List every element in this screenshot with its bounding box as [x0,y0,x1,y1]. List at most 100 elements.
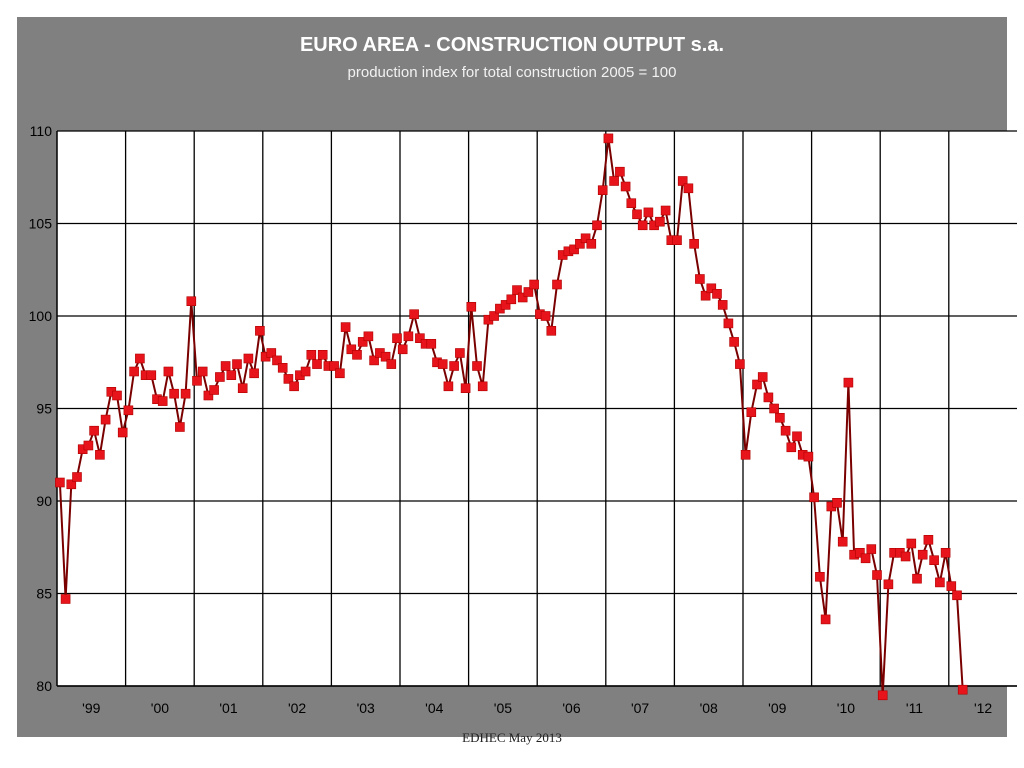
data-point [129,366,139,377]
data-point [203,390,214,401]
data-point [112,390,122,401]
data-point [580,233,591,244]
data-point [335,368,345,379]
data-point [752,379,762,390]
data-point [626,198,637,208]
footer-text: EDHEC May 2013 [462,730,562,745]
data-point [609,176,619,186]
data-point [820,614,831,625]
data-point [95,449,105,460]
data-point [255,325,265,336]
data-point [872,570,882,580]
data-point [723,318,734,329]
data-point [803,451,814,462]
data-point [283,374,294,384]
x-tick-label: '11 [906,700,923,716]
data-point [403,331,414,342]
data-point [163,366,174,377]
x-tick-label: '06 [562,700,580,716]
data-point [346,344,357,355]
data-point [775,412,785,423]
data-point [426,338,437,349]
x-tick-label: '99 [82,700,100,716]
chart-subtitle: production index for total construction … [347,64,677,81]
data-point [712,288,722,299]
data-point [929,555,939,566]
data-point [677,176,688,186]
data-point [455,348,465,358]
x-tick-label: '10 [837,700,855,716]
data-point [157,396,168,406]
data-point [89,425,99,436]
data-point [226,370,237,381]
data-point [369,355,379,366]
data-point [215,372,225,382]
data-point [729,337,739,347]
data-point [883,579,894,590]
data-point [700,290,711,301]
data-point [917,549,928,560]
data-point [586,239,597,249]
data-point [386,359,397,369]
data-point [437,359,448,369]
data-point [655,216,665,227]
data-point [249,368,259,379]
data-point [546,325,557,336]
data-point [409,309,419,320]
y-tick-label: 100 [29,308,53,324]
data-point [597,185,608,195]
x-tick-label: '03 [357,700,375,716]
data-point [695,274,705,284]
data-point [192,375,202,386]
data-point [815,571,825,582]
data-point [957,684,968,695]
data-point [232,359,242,369]
data-point [900,551,911,562]
data-point [72,472,82,482]
data-point [540,311,551,321]
data-point [923,534,934,545]
data-point [717,300,728,310]
data-point [300,366,311,377]
data-point [175,422,185,432]
data-point [306,349,317,360]
data-point [466,301,477,312]
data-point [620,181,631,192]
data-point [123,405,134,416]
data-point [786,442,797,453]
data-point [357,337,368,347]
data-point [489,311,499,321]
data-point [940,547,951,558]
data-point [197,366,208,377]
data-point [500,300,511,310]
data-point [672,235,682,245]
data-point [935,577,945,588]
data-point [55,477,65,488]
x-tick-label: '12 [974,700,992,716]
x-tick-label: '09 [768,700,786,716]
data-point [100,414,111,425]
data-point [877,690,888,701]
data-point [117,427,128,438]
y-tick-label: 110 [30,123,53,139]
data-point [740,449,751,460]
data-point [946,581,957,591]
data-point [792,431,802,442]
data-point [449,361,459,371]
data-point [277,362,288,373]
data-point [615,166,625,177]
data-point [340,322,351,332]
data-point [380,351,391,362]
data-point [220,361,231,371]
data-point [575,239,585,249]
data-point [512,285,522,295]
data-point [312,359,322,369]
data-point [66,479,77,490]
x-tick-label: '04 [425,700,443,716]
data-point [472,361,482,371]
data-point [186,296,197,307]
data-point [912,573,922,584]
data-point [329,361,339,371]
data-point [643,207,654,218]
